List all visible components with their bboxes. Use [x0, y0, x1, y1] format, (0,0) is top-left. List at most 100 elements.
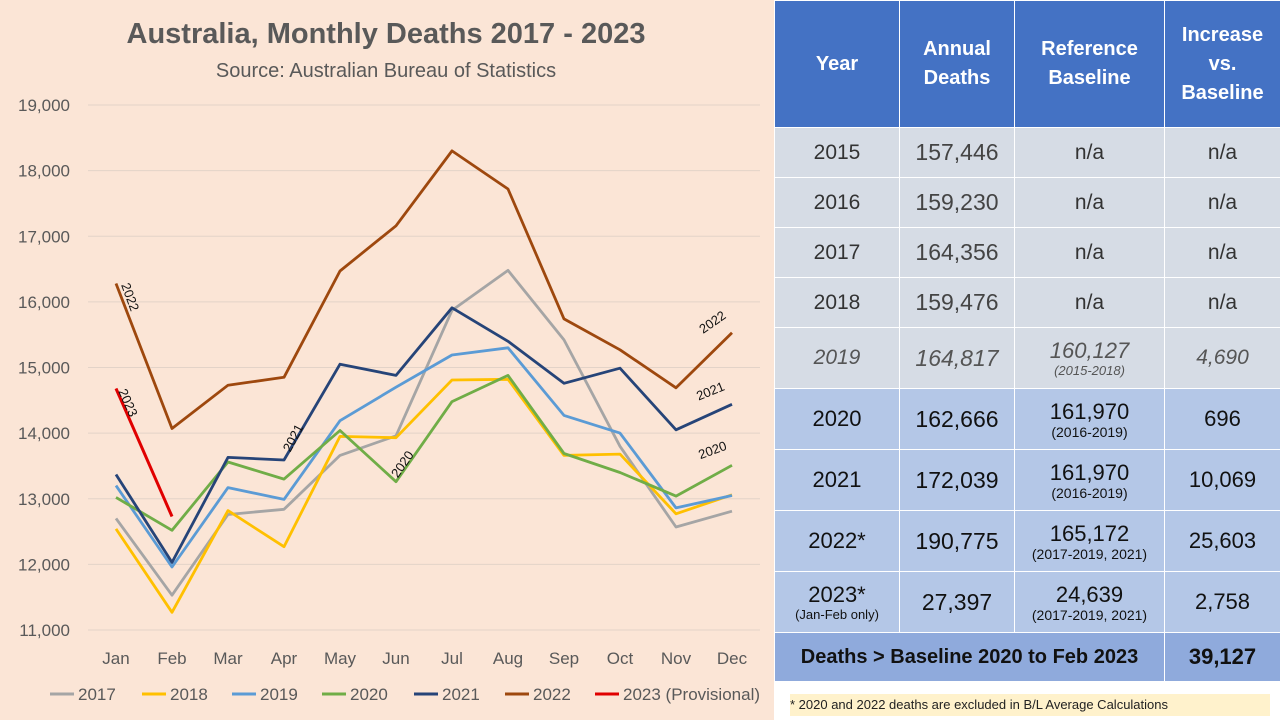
cell-baseline: n/a — [1014, 177, 1165, 228]
gridlines — [88, 104, 760, 631]
y-tick-label: 19,000 — [18, 96, 70, 115]
cell-baseline: n/a — [1014, 277, 1165, 328]
cell-baseline: n/a — [1014, 227, 1165, 278]
cell-increase: 25,603 — [1164, 510, 1280, 572]
cell-deaths: 162,666 — [899, 388, 1015, 450]
chart-panel: Australia, Monthly Deaths 2017 - 2023 So… — [0, 0, 774, 720]
cell-increase: n/a — [1164, 277, 1280, 328]
y-axis-ticks: 11,000 12,000 13,000 14,000 15,000 16,000 17,0… — [18, 96, 70, 640]
y-tick-label: 12,000 — [18, 555, 70, 574]
total-value: 39,127 — [1164, 632, 1280, 682]
y-tick-label: 14,000 — [18, 424, 70, 443]
series-line-2022 — [114, 149, 733, 430]
x-tick-label: Mar — [213, 649, 243, 668]
cell-baseline: 24,639 (2017-2019, 2021) — [1014, 571, 1165, 633]
cell-year: 2017 — [774, 227, 900, 278]
footnote: * 2020 and 2022 deaths are excluded in B… — [790, 694, 1270, 716]
legend: 2017 2018 2019 2020 2021 2022 2023 (Provisiona… — [50, 685, 760, 704]
cell-year: 2022* — [774, 510, 900, 572]
cell-baseline: 165,172 (2017-2019, 2021) — [1014, 510, 1165, 572]
table-row: 2019 164,817 160,127 (2015-2018) 4,690 — [774, 327, 1280, 389]
legend-label: 2018 — [170, 685, 208, 704]
table-row: 2022* 190,775 165,172 (2017-2019, 2021) 2… — [774, 510, 1280, 572]
year-note: (Jan-Feb only) — [795, 607, 879, 622]
x-tick-label: Jul — [441, 649, 463, 668]
y-tick-label: 11,000 — [19, 621, 70, 640]
cell-deaths: 159,230 — [899, 177, 1015, 228]
series-line-2023 — [114, 387, 174, 518]
y-tick-label: 17,000 — [18, 227, 70, 246]
baseline-range: (2017-2019, 2021) — [1031, 545, 1148, 562]
baseline-value: 160,127 — [1049, 338, 1130, 363]
header-increase: Increase vs. Baseline — [1164, 0, 1280, 128]
x-tick-label: May — [324, 649, 357, 668]
legend-label: 2022 — [533, 685, 571, 704]
cell-year: 2019 — [774, 327, 900, 389]
baseline-range: (2016-2019) — [1051, 484, 1128, 501]
baseline-value: 161,970 — [1049, 398, 1130, 424]
y-tick-label: 15,000 — [18, 359, 70, 378]
legend-label: 2021 — [442, 685, 480, 704]
baseline-value: 165,172 — [1049, 520, 1130, 546]
x-tick-label: Oct — [607, 649, 634, 668]
total-label: Deaths > Baseline 2020 to Feb 2023 — [774, 632, 1165, 682]
series-line-2018 — [114, 377, 733, 614]
series-line-2019 — [114, 346, 733, 569]
annotation-label: 2021 — [694, 379, 726, 404]
y-tick-label: 13,000 — [18, 490, 70, 509]
x-tick-label: Aug — [493, 649, 523, 668]
x-tick-label: Feb — [157, 649, 186, 668]
legend-label: 2017 — [78, 685, 116, 704]
cell-deaths: 190,775 — [899, 510, 1015, 572]
cell-increase: 4,690 — [1164, 327, 1280, 389]
cell-increase: n/a — [1164, 127, 1280, 178]
table-row: 2017 164,356 n/a n/a — [774, 227, 1280, 278]
annotation-label: 2020 — [388, 448, 417, 480]
cell-baseline: n/a — [1014, 127, 1165, 178]
baseline-range: (2015-2018) — [1054, 363, 1125, 378]
legend-label: 2023 (Provisional) — [623, 685, 760, 704]
x-tick-label: Jan — [102, 649, 129, 668]
x-tick-label: Sep — [549, 649, 579, 668]
baseline-value: 161,970 — [1049, 459, 1130, 485]
table-row: 2018 159,476 n/a n/a — [774, 277, 1280, 328]
table-row: 2023* (Jan-Feb only) 27,397 24,639 (2017-2… — [774, 571, 1280, 633]
cell-increase: n/a — [1164, 177, 1280, 228]
table-row: 2020 162,666 161,970 (2016-2019) 696 — [774, 388, 1280, 450]
line-chart: Australia, Monthly Deaths 2017 - 2023 So… — [18, 18, 760, 704]
cell-year: 2021 — [774, 449, 900, 511]
cell-year: 2023* (Jan-Feb only) — [774, 571, 900, 633]
cell-baseline: 160,127 (2015-2018) — [1014, 327, 1165, 389]
x-tick-label: Dec — [717, 649, 748, 668]
year-value: 2023* — [808, 582, 866, 607]
cell-deaths: 159,476 — [899, 277, 1015, 328]
table-row: 2015 157,446 n/a n/a — [774, 127, 1280, 178]
table-header-row: Year Annual Deaths Reference Baseline Incr… — [774, 0, 1280, 128]
header-reference-baseline: Reference Baseline — [1014, 0, 1165, 128]
table-row: 2016 159,230 n/a n/a — [774, 177, 1280, 228]
cell-deaths: 164,356 — [899, 227, 1015, 278]
baseline-range: (2017-2019, 2021) — [1031, 606, 1148, 623]
cell-increase: 696 — [1164, 388, 1280, 450]
cell-baseline: 161,970 (2016-2019) — [1014, 388, 1165, 450]
cell-deaths: 157,446 — [899, 127, 1015, 178]
table-row: 2021 172,039 161,970 (2016-2019) 10,069 — [774, 449, 1280, 511]
y-tick-label: 18,000 — [18, 162, 70, 181]
series-line-2021 — [114, 306, 733, 564]
cell-increase: n/a — [1164, 227, 1280, 278]
annotation-label: 2023 — [115, 386, 140, 419]
deaths-table-panel: Year Annual Deaths Reference Baseline Incr… — [774, 0, 1280, 720]
cell-year: 2015 — [774, 127, 900, 178]
annotation-label: 2022 — [696, 308, 728, 337]
legend-label: 2020 — [350, 685, 388, 704]
cell-deaths: 27,397 — [899, 571, 1015, 633]
cell-increase: 10,069 — [1164, 449, 1280, 511]
x-axis-ticks: Jan Feb Mar Apr May Jun Jul Aug Sep Oct Nov Dec — [102, 649, 747, 668]
chart-title: Australia, Monthly Deaths 2017 - 2023 — [127, 18, 646, 50]
series-lines — [114, 149, 733, 614]
cell-year: 2016 — [774, 177, 900, 228]
x-tick-label: Apr — [271, 649, 298, 668]
y-tick-label: 16,000 — [18, 293, 70, 312]
baseline-value: 24,639 — [1055, 581, 1124, 607]
